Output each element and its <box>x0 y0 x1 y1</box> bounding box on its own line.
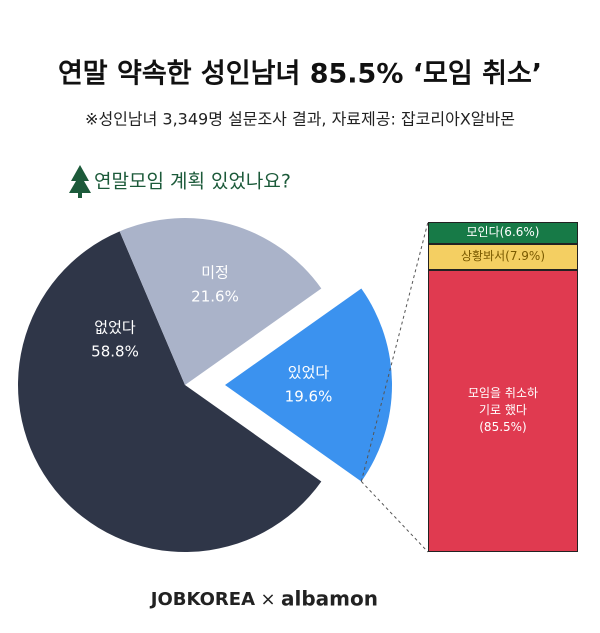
slice-value: 19.6% <box>285 388 333 406</box>
bar-label: 모인다 <box>466 225 500 240</box>
bar-segment: 모임을 취소하기로 했다 (85.5%) <box>428 269 578 552</box>
connector <box>360 221 429 482</box>
bar-value: (7.9%) <box>505 249 546 264</box>
slice-label: 있었다 <box>288 364 330 382</box>
slice-value: 21.6% <box>191 288 239 306</box>
title: 연말 약속한 성인남녀 85.5% ‘모임 취소’ <box>58 59 542 90</box>
bar-label: 상황봐서 <box>460 249 506 264</box>
slice-label: 없었다 <box>94 319 136 337</box>
slice-value: 58.8% <box>91 343 139 361</box>
footer-separator: × <box>260 589 275 610</box>
bar-label: 모임을 취소하기로 했다 <box>467 386 539 418</box>
connector <box>360 481 429 553</box>
question: 연말모임 계획 있었나요? <box>94 171 291 193</box>
pie-slice <box>225 288 392 482</box>
tree-icon <box>69 165 91 193</box>
bar-value: (85.5%) <box>479 420 527 435</box>
bar-segment: 모인다 (6.6%) <box>428 222 578 244</box>
bar-value: (6.6%) <box>499 225 540 240</box>
subtitle: ※성인남녀 3,349명 설문조사 결과, 자료제공: 잡코리아X알바몬 <box>85 110 515 129</box>
pie-slice <box>17 231 322 552</box>
tree-trunk <box>78 193 82 198</box>
pie-slice <box>119 218 322 385</box>
slice-label: 미정 <box>201 264 229 282</box>
bar-segment: 상황봐서 (7.9%) <box>428 243 578 270</box>
footer-left: JOBKOREA <box>149 589 255 610</box>
footer-right: albamon <box>281 587 378 611</box>
